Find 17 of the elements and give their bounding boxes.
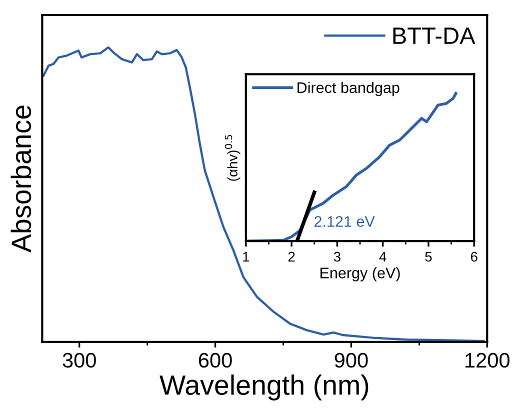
x-tick-label: 4 — [379, 252, 386, 262]
x-tick-label: 300 — [62, 352, 96, 368]
x-tick-label: 5 — [425, 252, 432, 262]
x-tick-label: 2 — [288, 252, 295, 262]
x-tick-label: 1200 — [466, 352, 510, 368]
annotation: 2.121 eV — [314, 216, 375, 227]
x-axis-title: Wavelength (nm) — [160, 374, 368, 400]
y-axis-title: (αhv)$^{0.5}$ — [224, 134, 240, 181]
x-axis-title: Energy (eV) — [320, 267, 400, 282]
legend-label: BTT-DA — [393, 28, 476, 44]
x-tick-label: 6 — [470, 252, 478, 262]
legend-label: Direct bandgap — [298, 82, 400, 96]
x-tick-label: 600 — [198, 352, 232, 368]
x-tick-label: 3 — [334, 252, 340, 262]
y-axis-title: Absorbance — [10, 106, 32, 253]
x-tick-label: 900 — [334, 352, 368, 368]
x-tick-label: 1 — [243, 252, 250, 262]
